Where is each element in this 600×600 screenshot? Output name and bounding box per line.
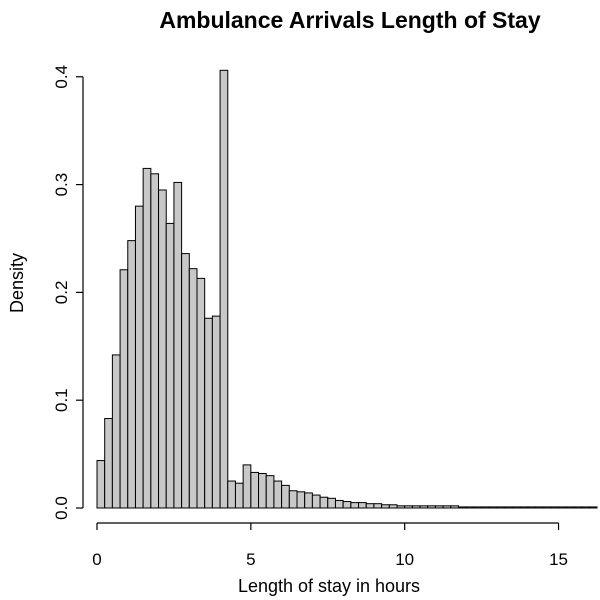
y-axis-label: Density xyxy=(7,253,27,313)
histogram-bar xyxy=(204,317,213,509)
histogram-bar xyxy=(511,506,521,509)
histogram-bar xyxy=(296,491,306,509)
x-tick-label: 0 xyxy=(92,550,101,569)
histogram-bar xyxy=(488,506,498,509)
x-axis: 0 5 10 15 xyxy=(92,522,568,569)
histogram-bar xyxy=(304,492,313,509)
y-tick-label: 0.3 xyxy=(52,173,71,197)
x-tick-label: 15 xyxy=(549,550,568,569)
histogram-bar xyxy=(281,484,290,509)
histogram-bar xyxy=(319,496,329,509)
histogram-bar xyxy=(358,502,367,509)
histogram-bar xyxy=(573,506,583,509)
histogram-bar xyxy=(534,506,544,509)
histogram-bar xyxy=(419,505,429,509)
histogram-bar xyxy=(442,505,452,509)
histogram-bar xyxy=(242,464,252,509)
histogram-bar xyxy=(250,471,260,509)
histogram-bar xyxy=(158,189,167,509)
histogram-bar xyxy=(473,506,483,509)
histogram-bar xyxy=(142,167,152,509)
histogram-bar xyxy=(404,505,413,509)
histogram-bar xyxy=(104,418,113,509)
y-tick-label: 0.4 xyxy=(52,65,71,89)
histogram-bar xyxy=(273,480,283,509)
histogram-bar xyxy=(450,505,460,509)
histogram-bar xyxy=(588,506,598,509)
histogram-bar xyxy=(219,69,229,509)
y-tick-label: 0.2 xyxy=(52,281,71,305)
y-axis: 0.0 0.1 0.2 0.3 0.4 xyxy=(52,65,84,520)
histogram-bar xyxy=(411,505,421,509)
histogram-bar xyxy=(234,482,244,509)
histogram-bar xyxy=(481,506,490,509)
histogram-bar xyxy=(365,503,375,509)
histogram-bar xyxy=(258,473,267,509)
histogram-bar xyxy=(396,505,406,509)
histogram-bar xyxy=(327,497,336,509)
histogram-bar xyxy=(542,506,552,509)
x-tick-label: 10 xyxy=(395,550,414,569)
histogram-bar xyxy=(519,506,529,509)
histogram-bar xyxy=(127,240,136,509)
histogram-bar xyxy=(96,460,106,509)
y-tick-label: 0.0 xyxy=(52,496,71,520)
y-tick-label: 0.1 xyxy=(52,388,71,412)
histogram-bar xyxy=(465,506,475,509)
histogram-bar xyxy=(458,506,467,509)
histogram-bar xyxy=(388,504,398,509)
histogram-bar xyxy=(350,502,360,509)
histogram-bar xyxy=(311,494,321,509)
histogram-bar xyxy=(434,505,444,509)
x-axis-label: Length of stay in hours xyxy=(238,576,420,596)
histogram-bar xyxy=(119,269,129,509)
histogram-bar xyxy=(342,501,352,509)
histogram-bar xyxy=(196,277,206,509)
x-tick-label: 5 xyxy=(246,550,255,569)
histogram-bar xyxy=(111,354,121,509)
histogram-bar xyxy=(134,205,144,509)
histogram-bar xyxy=(265,475,275,509)
histogram-bar xyxy=(334,499,344,509)
histogram-bar xyxy=(227,480,236,509)
histogram-bar xyxy=(165,222,175,509)
histogram-bar xyxy=(181,253,190,509)
bars-group xyxy=(96,69,598,509)
histogram-bar xyxy=(581,506,590,509)
histogram-bar xyxy=(504,506,513,509)
histogram-bar xyxy=(550,506,560,509)
histogram-bar xyxy=(527,506,536,509)
histogram-bar xyxy=(381,504,390,509)
histogram-bar xyxy=(288,490,298,509)
histogram-bar xyxy=(496,506,506,509)
histogram-bar xyxy=(427,505,436,509)
histogram-bar xyxy=(565,506,575,509)
histogram-bar xyxy=(558,506,567,509)
histogram-bar xyxy=(188,268,198,509)
chart-title: Ambulance Arrivals Length of Stay xyxy=(159,7,540,33)
histogram-bar xyxy=(373,503,383,509)
histogram-bar xyxy=(173,181,183,509)
histogram-bar xyxy=(211,315,221,509)
histogram-bar xyxy=(150,173,160,509)
